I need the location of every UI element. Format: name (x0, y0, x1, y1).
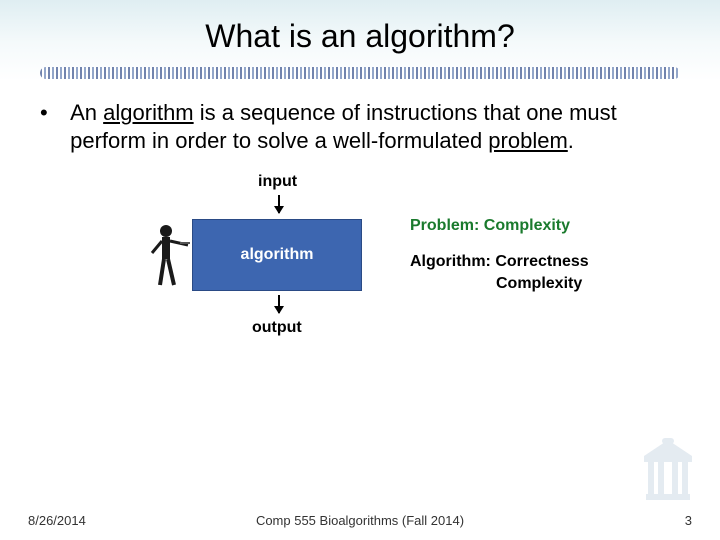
footer-course: Comp 555 Bioalgorithms (Fall 2014) (0, 513, 720, 528)
person-icon (150, 223, 190, 289)
output-label: output (252, 319, 302, 337)
side-annotations: Problem: Complexity Algorithm: Correctne… (410, 215, 589, 294)
algorithm-box: algorithm (192, 219, 362, 291)
dna-divider (40, 67, 680, 79)
bullet-text: An algorithm is a sequence of instructio… (70, 99, 660, 155)
footer-page-number: 3 (685, 513, 692, 528)
algo-note-line1: Algorithm: Correctness (410, 251, 589, 273)
bullet-pre: An (70, 100, 103, 125)
underline-algorithm: algorithm (103, 100, 193, 125)
arrow-box-to-output (278, 295, 280, 313)
problem-complexity-label: Problem: Complexity (410, 215, 589, 237)
bullet-paragraph: • An algorithm is a sequence of instruct… (0, 93, 720, 155)
bullet-dot: • (40, 99, 64, 127)
underline-problem: problem (488, 128, 567, 153)
algo-note-line2: Complexity (410, 273, 589, 295)
algorithm-diagram: input algorithm output Problem: Complexi… (0, 173, 720, 403)
unc-well-logo (640, 438, 696, 504)
algorithm-correctness-label: Algorithm: Correctness Complexity (410, 251, 589, 294)
algorithm-box-label: algorithm (241, 246, 314, 264)
input-label: input (258, 173, 297, 191)
bullet-post: . (568, 128, 574, 153)
slide-title: What is an algorithm? (0, 0, 720, 63)
arrow-input-to-box (278, 195, 280, 213)
